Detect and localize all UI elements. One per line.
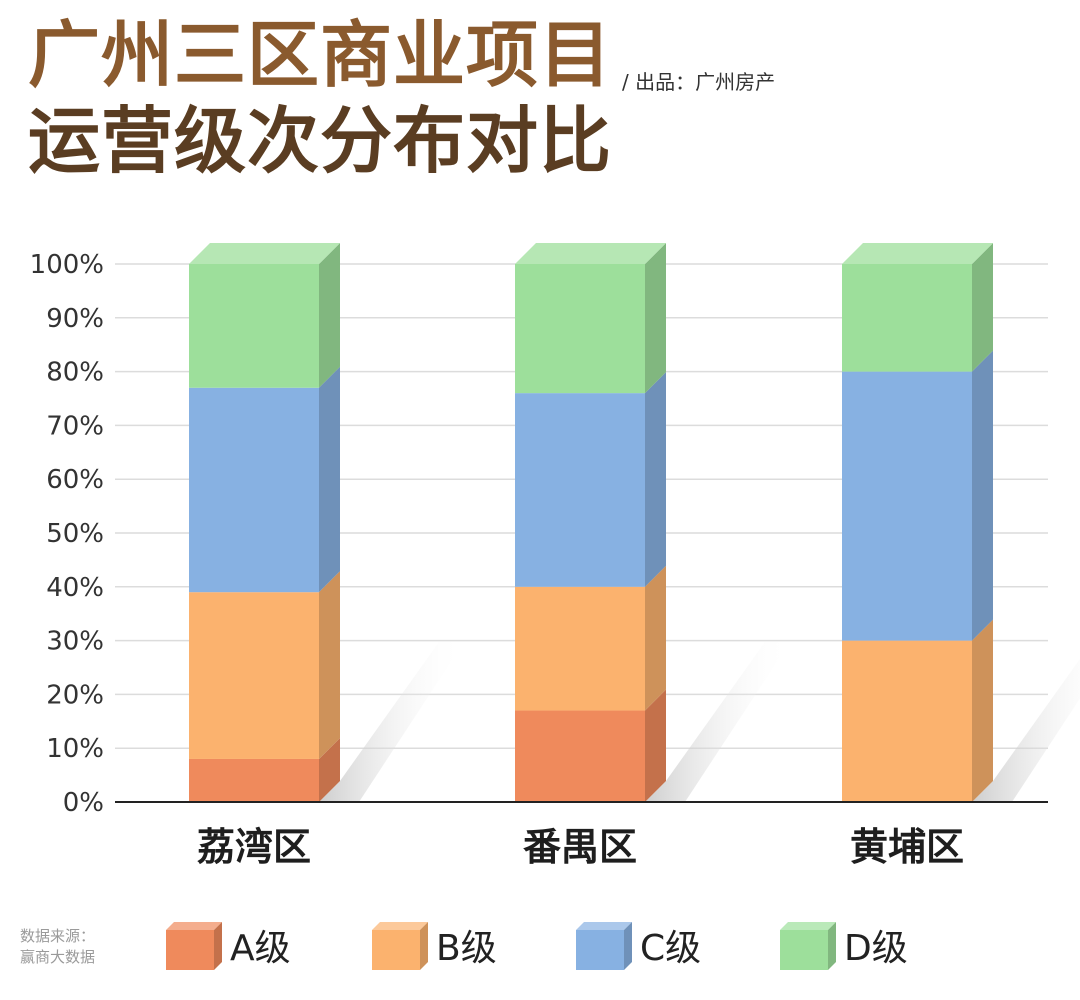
y-tick-label: 70% bbox=[46, 411, 104, 441]
data-source: 数据来源： 赢商大数据 bbox=[20, 926, 95, 968]
category-label: 番禺区 bbox=[523, 824, 637, 869]
bar-segment-b bbox=[189, 571, 340, 759]
bar-side bbox=[319, 571, 340, 759]
legend-swatch-side bbox=[214, 922, 222, 970]
legend-swatch-top bbox=[166, 922, 222, 930]
bar-face bbox=[189, 387, 319, 593]
bar-segment-d bbox=[515, 243, 666, 394]
legend-item: B级 bbox=[372, 922, 497, 970]
title-line-1: 广州三区商业项目 bbox=[28, 12, 613, 97]
legend-swatch-side bbox=[624, 922, 632, 970]
bar-side bbox=[319, 737, 340, 802]
bar-segment-b bbox=[842, 619, 993, 802]
bar-side bbox=[645, 243, 666, 394]
bar-segment-a bbox=[515, 689, 666, 802]
legend-label: C级 bbox=[640, 928, 701, 969]
source-label: 数据来源： bbox=[20, 927, 96, 945]
y-tick-label: 60% bbox=[46, 465, 104, 495]
bar-face bbox=[515, 264, 645, 394]
legend-swatch bbox=[372, 930, 420, 970]
source-name: 赢商大数据 bbox=[20, 948, 96, 966]
legend-label: A级 bbox=[230, 928, 291, 969]
bars bbox=[189, 243, 993, 802]
bar-top bbox=[189, 243, 340, 264]
bar-shadow bbox=[645, 642, 790, 802]
bar-segment-c bbox=[842, 350, 993, 641]
y-tick-label: 100% bbox=[30, 250, 104, 280]
legend-item: D级 bbox=[780, 922, 908, 970]
legend-swatch bbox=[576, 930, 624, 970]
credit-label: / 出品：广州房产 bbox=[622, 70, 776, 94]
bar-shadow bbox=[319, 642, 464, 802]
bar-side bbox=[645, 565, 666, 711]
category-label: 黄埔区 bbox=[850, 824, 964, 869]
legend-item: C级 bbox=[576, 922, 701, 970]
y-tick-label: 0% bbox=[63, 788, 104, 818]
legend-swatch bbox=[166, 930, 214, 970]
y-tick-label: 50% bbox=[46, 519, 104, 549]
bar-face bbox=[842, 371, 972, 641]
bar-segment-c bbox=[189, 366, 340, 593]
chart-title: 广州三区商业项目 运营级次分布对比 bbox=[28, 12, 612, 184]
bar-side bbox=[319, 366, 340, 593]
bar-shadows bbox=[319, 642, 1080, 802]
legend-item: A级 bbox=[166, 922, 291, 970]
bar-face bbox=[189, 592, 319, 759]
title-line-2: 运营级次分布对比 bbox=[28, 98, 613, 183]
y-tick-label: 30% bbox=[46, 627, 104, 657]
bar-segment-d bbox=[842, 243, 993, 372]
y-tick-label: 20% bbox=[46, 680, 104, 710]
legend: A级 B级 C级 D级 bbox=[166, 922, 908, 970]
bar-face bbox=[842, 264, 972, 372]
bar-face bbox=[189, 264, 319, 388]
bar-segment-c bbox=[515, 372, 666, 587]
legend-swatch-side bbox=[828, 922, 836, 970]
bar-side bbox=[645, 689, 666, 802]
bar-top bbox=[515, 243, 666, 264]
legend-swatch bbox=[780, 930, 828, 970]
y-tick-label: 90% bbox=[46, 304, 104, 334]
bar-face bbox=[189, 758, 319, 802]
category-label: 荔湾区 bbox=[197, 824, 311, 869]
y-tick-label: 80% bbox=[46, 358, 104, 388]
bar-side bbox=[972, 350, 993, 641]
bar-face bbox=[842, 640, 972, 802]
legend-swatch-top bbox=[372, 922, 428, 930]
bar-segment-a bbox=[189, 737, 340, 802]
bar-side bbox=[645, 372, 666, 587]
bar-segment-b bbox=[515, 565, 666, 711]
bar-face bbox=[515, 393, 645, 587]
axes: 0% 10% 20% 30% 40% 50% 60% 70% 80% 90% 100% 荔湾区 番禺区 黄… bbox=[30, 250, 1048, 869]
bar-side bbox=[972, 243, 993, 372]
y-tick-label: 40% bbox=[46, 573, 104, 603]
bar-side bbox=[319, 243, 340, 388]
y-tick-label: 10% bbox=[46, 734, 104, 764]
legend-swatch-top bbox=[780, 922, 836, 930]
bar-face bbox=[515, 710, 645, 802]
bar-top bbox=[842, 243, 993, 264]
legend-swatch-top bbox=[576, 922, 632, 930]
legend-label: D级 bbox=[844, 928, 908, 969]
bar-segment-d bbox=[189, 243, 340, 388]
bar-shadow bbox=[972, 658, 1080, 802]
bar-side bbox=[972, 619, 993, 802]
legend-swatch-side bbox=[420, 922, 428, 970]
bar-face bbox=[515, 586, 645, 711]
legend-label: B级 bbox=[436, 928, 497, 969]
